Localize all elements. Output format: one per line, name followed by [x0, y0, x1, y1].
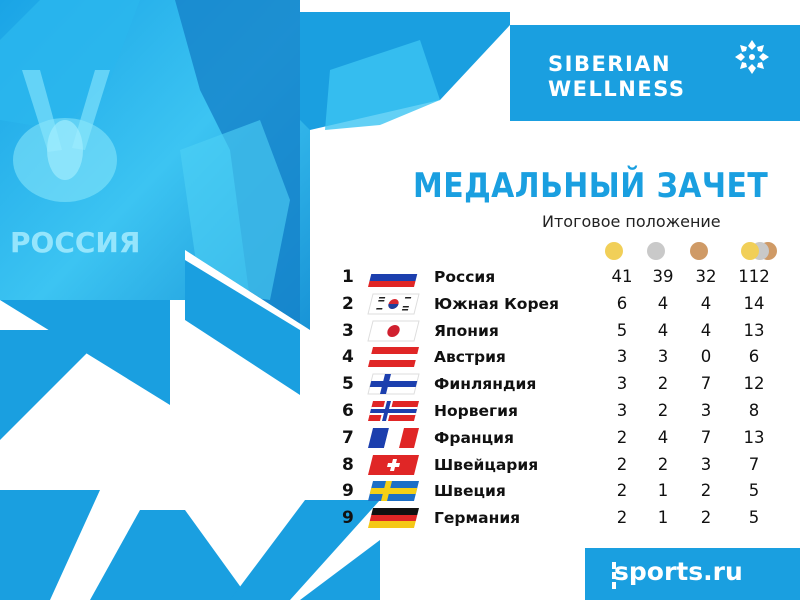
- country-cell: Южная Корея: [434, 294, 560, 313]
- gold-medal-icon: [605, 242, 623, 260]
- brand-line-2: WELLNESS: [548, 77, 686, 101]
- gold-count-cell: 3: [616, 374, 628, 394]
- table-row: 7 Франция 2 4 7 13: [330, 425, 790, 452]
- silver-count-cell: 4: [657, 320, 669, 340]
- medal-standings-table: 1 Россия 41 39 32 112 2 Южная Корея 6 4 4 14 3 Япония…: [330, 264, 790, 532]
- bronze-count-cell: 7: [700, 374, 712, 394]
- total-count-cell: 5: [748, 481, 760, 501]
- country-cell: Австрия: [434, 348, 506, 367]
- rank-cell: 8: [342, 454, 354, 475]
- austria-flag-icon: [368, 347, 419, 368]
- bronze-count-cell: 2: [700, 481, 712, 501]
- total-count-cell: 6: [748, 347, 760, 367]
- table-row: 2 Южная Корея 6 4 4 14: [330, 291, 790, 318]
- bronze-count-cell: 3: [700, 454, 712, 474]
- gold-count-cell: 3: [616, 347, 628, 367]
- silver-count-cell: 1: [657, 481, 669, 501]
- silver-count-cell: 2: [657, 454, 669, 474]
- total-count-cell: 112: [738, 267, 770, 286]
- gold-count-cell: 2: [616, 427, 628, 447]
- rank-cell: 2: [342, 293, 354, 314]
- country-cell: Япония: [434, 321, 499, 340]
- snowflake-icon: [735, 40, 769, 74]
- south-korea-flag-icon: [367, 293, 420, 315]
- bronze-count-cell: 7: [700, 427, 712, 447]
- country-cell: Франция: [434, 428, 514, 447]
- total-count-cell: 5: [748, 508, 760, 528]
- silver-count-cell: 1: [657, 508, 669, 528]
- country-cell: Швеция: [434, 482, 506, 501]
- norway-flag-icon: [368, 400, 419, 421]
- brand-logo-text: SIBERIAN WELLNESS: [548, 52, 686, 102]
- footer-bar: [585, 548, 800, 600]
- russia-flag-icon: [368, 267, 419, 287]
- table-row: 9 Германия 2 1 2 5: [330, 505, 790, 532]
- table-row: 6 Норвегия 3 2 3 8: [330, 398, 790, 425]
- rank-cell: 4: [342, 347, 354, 368]
- sports-logo-icon: [612, 562, 616, 592]
- france-flag-icon: [368, 427, 419, 448]
- total-medals-icon: [731, 242, 777, 260]
- table-row: 4 Австрия 3 3 0 6: [330, 344, 790, 371]
- total-count-cell: 7: [748, 454, 760, 474]
- bronze-count-cell: 2: [700, 508, 712, 528]
- rank-cell: 5: [342, 374, 354, 395]
- bronze-count-cell: 32: [695, 267, 717, 286]
- rank-cell: 9: [342, 481, 354, 502]
- silver-count-cell: 4: [657, 427, 669, 447]
- silver-count-cell: 4: [657, 293, 669, 313]
- table-row: 9 Швеция 2 1 2 5: [330, 478, 790, 505]
- gold-count-cell: 2: [616, 481, 628, 501]
- silver-count-cell: 3: [657, 347, 669, 367]
- bronze-count-cell: 0: [700, 347, 712, 367]
- brand-line-1: SIBERIAN: [548, 52, 672, 76]
- finland-flag-icon: [367, 373, 420, 395]
- country-cell: Германия: [434, 509, 521, 528]
- bronze-count-cell: 3: [700, 400, 712, 420]
- gold-count-cell: 5: [616, 320, 628, 340]
- athletes-photo: [0, 0, 310, 330]
- bronze-count-cell: 4: [700, 320, 712, 340]
- country-cell: Швейцария: [434, 455, 539, 474]
- silver-count-cell: 39: [652, 267, 674, 286]
- japan-flag-icon: [367, 320, 420, 342]
- silver-count-cell: 2: [657, 400, 669, 420]
- page-title: МЕДАЛЬНЫЙ ЗАЧЕТ: [413, 166, 769, 206]
- rank-cell: 9: [342, 508, 354, 529]
- germany-flag-icon: [368, 508, 419, 529]
- country-cell: Финляндия: [434, 375, 537, 394]
- total-count-cell: 14: [743, 293, 765, 313]
- table-row: 1 Россия 41 39 32 112: [330, 264, 790, 291]
- gold-count-cell: 41: [611, 267, 633, 286]
- gold-count-cell: 3: [616, 400, 628, 420]
- silver-count-cell: 2: [657, 374, 669, 394]
- silver-medal-icon: [647, 242, 665, 260]
- rank-cell: 1: [342, 267, 354, 287]
- total-count-cell: 12: [743, 374, 765, 394]
- rank-cell: 7: [342, 427, 354, 448]
- bronze-count-cell: 4: [700, 293, 712, 313]
- total-count-cell: 13: [743, 320, 765, 340]
- footer-site-name: sports.ru: [614, 557, 743, 586]
- total-count-cell: 13: [743, 427, 765, 447]
- sweden-flag-icon: [368, 481, 419, 502]
- table-row: 5 Финляндия 3 2 7 12: [330, 371, 790, 398]
- rank-cell: 6: [342, 400, 354, 421]
- gold-count-cell: 2: [616, 454, 628, 474]
- switzerland-flag-icon: [368, 454, 419, 475]
- jersey-text: РОССИЯ: [10, 226, 140, 259]
- country-cell: Норвегия: [434, 401, 518, 420]
- table-row: 3 Япония 5 4 4 13: [330, 318, 790, 345]
- total-count-cell: 8: [748, 400, 760, 420]
- country-cell: Россия: [434, 268, 496, 286]
- page-subtitle: Итоговое положение: [542, 212, 721, 231]
- rank-cell: 3: [342, 320, 354, 341]
- gold-count-cell: 2: [616, 508, 628, 528]
- bronze-medal-icon: [690, 242, 708, 260]
- table-row: 8 Швейцария 2 2 3 7: [330, 452, 790, 479]
- gold-count-cell: 6: [616, 293, 628, 313]
